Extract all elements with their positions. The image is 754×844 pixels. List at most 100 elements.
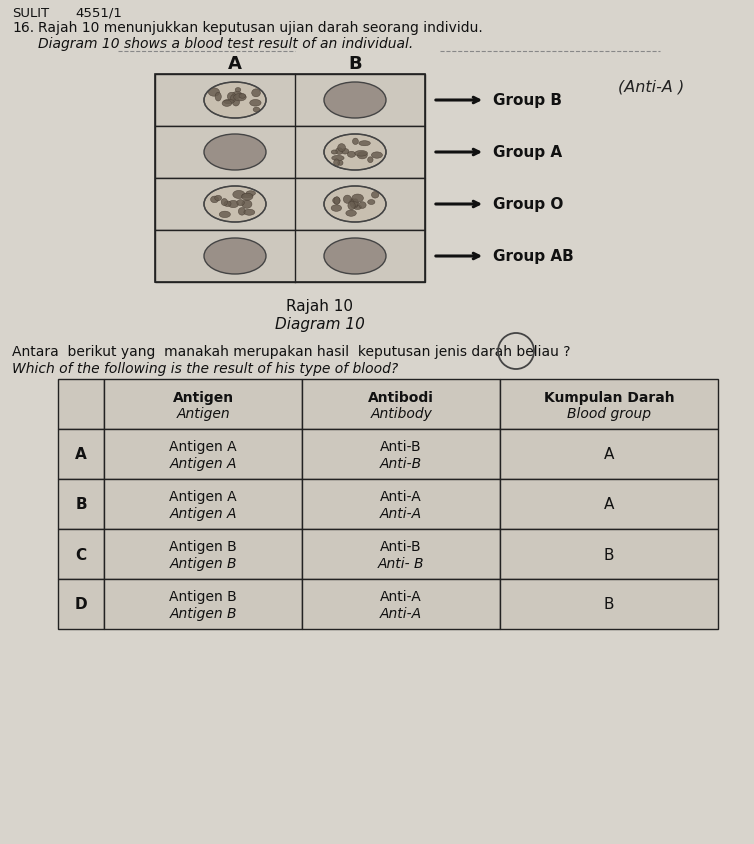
Text: Group O: Group O: [493, 197, 563, 212]
Ellipse shape: [324, 83, 386, 119]
Ellipse shape: [354, 151, 367, 157]
Text: C: C: [75, 547, 87, 562]
Bar: [155, 179, 425, 230]
Text: Anti-A: Anti-A: [380, 506, 422, 521]
Text: 4551/1: 4551/1: [75, 7, 122, 20]
Bar: [104, 430, 302, 479]
Bar: [155, 75, 425, 127]
Ellipse shape: [239, 95, 246, 99]
Bar: [302, 479, 500, 529]
Bar: [58, 380, 104, 430]
Ellipse shape: [324, 239, 386, 274]
Bar: [155, 127, 425, 179]
Text: Anti- B: Anti- B: [378, 556, 425, 571]
Ellipse shape: [346, 211, 357, 217]
Ellipse shape: [234, 95, 247, 102]
Ellipse shape: [352, 195, 363, 203]
Ellipse shape: [334, 197, 340, 205]
Ellipse shape: [357, 153, 367, 160]
Ellipse shape: [359, 203, 366, 209]
Bar: [104, 479, 302, 529]
Text: Antibodi: Antibodi: [368, 391, 434, 404]
Text: Rajah 10: Rajah 10: [287, 299, 354, 314]
Ellipse shape: [350, 199, 356, 206]
Bar: [104, 579, 302, 630]
Bar: [302, 430, 500, 479]
Ellipse shape: [204, 187, 266, 223]
Text: Antibody: Antibody: [370, 407, 432, 420]
Bar: [302, 529, 500, 579]
Ellipse shape: [228, 93, 236, 101]
Bar: [302, 380, 500, 430]
Text: Anti-A: Anti-A: [380, 606, 422, 620]
Text: A: A: [228, 55, 242, 73]
Ellipse shape: [242, 201, 252, 209]
Ellipse shape: [331, 151, 337, 155]
Text: Antigen B: Antigen B: [170, 606, 237, 620]
Ellipse shape: [350, 200, 358, 208]
Ellipse shape: [359, 142, 370, 147]
Text: A: A: [604, 497, 615, 512]
Ellipse shape: [338, 161, 343, 166]
Ellipse shape: [342, 149, 349, 154]
Bar: [155, 75, 425, 283]
Ellipse shape: [246, 192, 256, 197]
Ellipse shape: [353, 199, 358, 207]
Text: (Anti-A ): (Anti-A ): [618, 80, 684, 95]
Text: Which of the following is the result of his type of blood?: Which of the following is the result of …: [12, 361, 398, 376]
Ellipse shape: [222, 101, 231, 107]
Ellipse shape: [215, 93, 221, 102]
Ellipse shape: [241, 194, 253, 201]
Text: Kumpulan Darah: Kumpulan Darah: [544, 391, 674, 404]
Ellipse shape: [232, 92, 242, 99]
Text: A: A: [75, 447, 87, 462]
Bar: [500, 479, 718, 529]
Bar: [58, 579, 104, 630]
Ellipse shape: [354, 206, 362, 210]
Text: Antigen A: Antigen A: [170, 490, 237, 503]
Text: Antigen B: Antigen B: [170, 556, 237, 571]
Text: 16.: 16.: [12, 21, 34, 35]
Ellipse shape: [244, 210, 255, 216]
Text: Anti-B: Anti-B: [380, 457, 422, 470]
Ellipse shape: [224, 202, 231, 208]
Ellipse shape: [233, 192, 245, 199]
Text: B: B: [604, 597, 615, 612]
Text: A: A: [604, 447, 615, 462]
Ellipse shape: [219, 212, 231, 219]
Text: SULIT: SULIT: [12, 7, 49, 20]
Text: Diagram 10: Diagram 10: [275, 316, 365, 332]
Ellipse shape: [333, 198, 340, 204]
Text: Anti-A: Anti-A: [380, 589, 422, 603]
Ellipse shape: [231, 95, 236, 103]
Ellipse shape: [242, 194, 253, 198]
Ellipse shape: [253, 108, 260, 113]
Ellipse shape: [228, 201, 238, 208]
Ellipse shape: [204, 135, 266, 170]
Ellipse shape: [232, 99, 240, 107]
Ellipse shape: [324, 135, 386, 170]
Text: Antigen A: Antigen A: [170, 440, 237, 453]
Text: Antigen A: Antigen A: [170, 457, 237, 470]
Text: Blood group: Blood group: [567, 407, 651, 420]
Text: Antigen B: Antigen B: [170, 539, 237, 554]
Ellipse shape: [238, 208, 246, 216]
Bar: [104, 380, 302, 430]
Ellipse shape: [336, 149, 343, 155]
Ellipse shape: [204, 83, 266, 119]
Ellipse shape: [368, 158, 373, 164]
Bar: [58, 430, 104, 479]
Ellipse shape: [348, 202, 355, 210]
Ellipse shape: [223, 100, 234, 105]
Ellipse shape: [237, 200, 244, 207]
Text: Diagram 10 shows a blood test result of an individual.: Diagram 10 shows a blood test result of …: [38, 37, 413, 51]
Ellipse shape: [324, 187, 386, 223]
Ellipse shape: [372, 153, 382, 159]
Text: B: B: [348, 55, 362, 73]
Text: Anti-B: Anti-B: [380, 539, 422, 554]
Ellipse shape: [334, 160, 339, 167]
Bar: [155, 230, 425, 283]
Bar: [500, 579, 718, 630]
Text: Antigen: Antigen: [173, 391, 234, 404]
Bar: [104, 529, 302, 579]
